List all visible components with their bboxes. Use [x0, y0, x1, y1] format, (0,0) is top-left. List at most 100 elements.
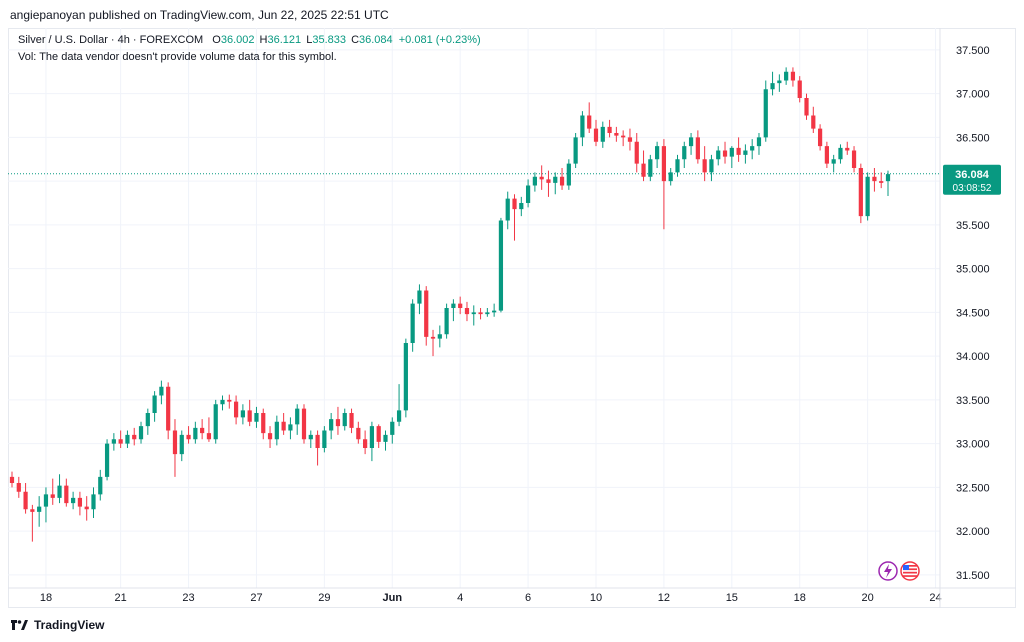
- candle: [179, 430, 184, 462]
- candle: [261, 408, 266, 440]
- candle-body: [152, 395, 157, 413]
- x-tick-label: 29: [318, 592, 330, 604]
- candle-body: [57, 485, 62, 498]
- candle: [709, 154, 714, 182]
- candle-body: [43, 494, 49, 507]
- candle: [220, 395, 225, 411]
- footer-brand[interactable]: TradingView: [10, 618, 104, 632]
- candle: [831, 154, 836, 173]
- candle: [824, 141, 829, 168]
- candle-body: [614, 133, 619, 136]
- candle-body: [50, 494, 55, 498]
- candle: [437, 325, 442, 348]
- candle: [559, 168, 565, 190]
- candle-body: [505, 198, 510, 221]
- candle-body: [471, 312, 476, 315]
- open-value: 36.002: [220, 34, 255, 46]
- candle: [872, 168, 877, 192]
- chart-frame[interactable]: [8, 28, 1016, 608]
- candle: [817, 124, 823, 151]
- symbol-title[interactable]: Silver / U.S. Dollar · 4h · FOREXCOM: [18, 34, 204, 46]
- y-tick-label: 36.500: [956, 132, 990, 144]
- candle: [634, 133, 639, 173]
- candle-body: [824, 146, 829, 164]
- candle-body: [301, 408, 307, 440]
- candle: [30, 504, 35, 542]
- candle: [566, 159, 571, 190]
- candle: [200, 419, 205, 440]
- candle: [281, 413, 286, 435]
- candle: [84, 496, 89, 521]
- candle-body: [600, 126, 605, 142]
- candle-body: [587, 115, 592, 129]
- candle-body: [71, 497, 76, 504]
- publisher-line: angiepanoyan published on TradingView.co…: [10, 8, 389, 22]
- x-tick-label: 10: [590, 592, 602, 604]
- candle-body: [390, 421, 395, 435]
- y-tick-label: 32.500: [956, 482, 990, 494]
- candle: [790, 67, 796, 87]
- candle: [356, 421, 361, 444]
- candle: [485, 308, 490, 317]
- candle-body: [817, 128, 823, 147]
- candle: [227, 394, 232, 409]
- candle-body: [777, 80, 782, 84]
- candle: [804, 93, 809, 120]
- candle-body: [254, 413, 259, 422]
- candle: [396, 384, 402, 427]
- candle: [233, 395, 239, 425]
- candle-body: [539, 176, 544, 180]
- candle-body: [329, 419, 334, 431]
- candle: [417, 284, 422, 315]
- candle: [403, 338, 408, 418]
- candle: [254, 406, 259, 428]
- candle: [376, 424, 381, 448]
- candle-body: [553, 176, 558, 183]
- candle: [430, 329, 436, 357]
- candle-body: [186, 434, 191, 440]
- candle-body: [424, 290, 429, 337]
- candle-body: [743, 150, 748, 155]
- candle: [851, 146, 857, 173]
- candle: [23, 483, 28, 514]
- y-tick-label: 34.000: [956, 351, 990, 363]
- candle: [145, 408, 150, 435]
- candle-body: [756, 137, 762, 147]
- candle: [213, 399, 218, 444]
- candle: [77, 491, 83, 516]
- x-tick-label: 4: [457, 592, 463, 604]
- candle: [655, 141, 660, 168]
- candle-body: [716, 150, 721, 160]
- candle-body: [451, 303, 456, 308]
- candle: [505, 191, 510, 230]
- lightning-bolt-shape: [884, 564, 892, 578]
- close-label: C: [351, 34, 360, 46]
- candle-body: [206, 433, 212, 440]
- candle: [132, 427, 137, 446]
- candle-body: [573, 137, 578, 164]
- volume-note: Vol: The data vendor doesn't provide vol…: [18, 51, 337, 63]
- candle-body: [159, 386, 164, 396]
- candle-body: [349, 413, 354, 428]
- candle-body: [91, 494, 96, 510]
- candle: [553, 172, 558, 195]
- candle: [512, 194, 517, 241]
- candle-body: [247, 410, 252, 422]
- candle-body: [838, 147, 843, 160]
- us-flag-icon[interactable]: [900, 561, 920, 581]
- candle-body: [458, 303, 463, 308]
- candle-body: [851, 150, 857, 168]
- candle-body: [98, 476, 103, 495]
- candle-body: [621, 135, 626, 138]
- candle: [315, 430, 320, 466]
- y-tick-label: 35.000: [956, 264, 990, 276]
- candle-body: [580, 115, 585, 138]
- candle: [471, 305, 476, 326]
- candle: [478, 308, 483, 320]
- candle: [777, 74, 782, 92]
- candle: [240, 404, 245, 425]
- candle-body: [111, 439, 116, 444]
- tradingview-logo-icon: [11, 620, 28, 630]
- candle-body: [478, 312, 483, 315]
